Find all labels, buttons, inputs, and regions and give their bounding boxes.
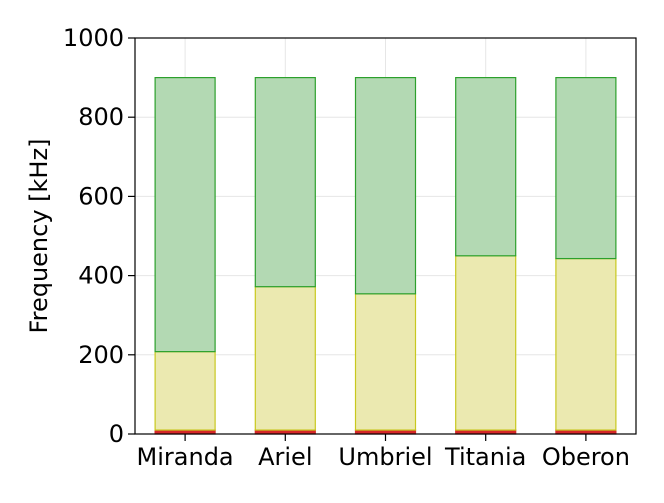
x-tick-label-titania: Titania [444, 443, 526, 471]
bar-segment-2-umbriel [354, 293, 417, 431]
y-axis-title: Frequency [kHz] [25, 139, 53, 334]
bar-segment-2-ariel [254, 286, 316, 431]
x-axis: Miranda Ariel Umbriel Titania Oberon [137, 434, 630, 471]
x-tick-label-ariel: Ariel [258, 443, 312, 471]
y-tick-label: 800 [78, 103, 124, 131]
y-tick-label: 0 [109, 420, 124, 448]
y-tick-label: 200 [78, 341, 124, 369]
bar-segment-3-miranda [154, 76, 216, 353]
bar-segment-3-umbriel [354, 76, 417, 295]
y-tick-label: 1000 [63, 24, 124, 52]
bar-segment-2-miranda [154, 351, 216, 431]
bar-segment-3-oberon [555, 76, 617, 260]
bar-layer [154, 76, 617, 435]
bar-segment-3-titania [455, 76, 517, 257]
bar-segment-2-titania [455, 255, 517, 431]
x-tick-label-oberon: Oberon [542, 443, 630, 471]
y-tick-label: 400 [78, 262, 124, 290]
y-axis: 0 200 400 600 800 1000 [63, 24, 135, 448]
x-tick-label-miranda: Miranda [137, 443, 234, 471]
bar-segment-3-ariel [254, 76, 316, 288]
bar-segment-2-oberon [555, 257, 617, 431]
x-tick-label-umbriel: Umbriel [338, 443, 432, 471]
y-tick-label: 600 [78, 182, 124, 210]
